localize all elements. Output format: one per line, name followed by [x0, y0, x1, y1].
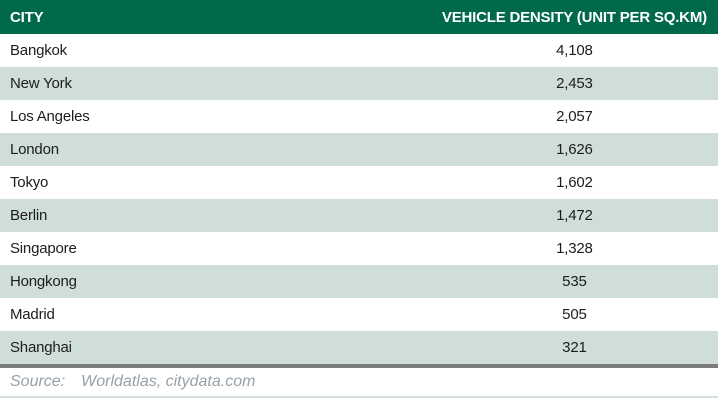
source-note: Source: Worldatlas, citydata.com — [0, 368, 718, 396]
density-cell: 321 — [562, 339, 587, 356]
table-row: Hongkong 535 — [0, 265, 718, 298]
source-text: Worldatlas, citydata.com — [81, 373, 256, 390]
city-cell: Hongkong — [10, 273, 77, 290]
table-row: New York 2,453 — [0, 67, 718, 100]
density-cell: 535 — [562, 273, 587, 290]
city-cell: Madrid — [10, 306, 55, 323]
city-cell: New York — [10, 75, 72, 92]
table-row: Tokyo 1,602 — [0, 166, 718, 199]
density-cell: 2,057 — [556, 108, 593, 125]
table-row: Shanghai 321 — [0, 331, 718, 364]
density-cell: 4,108 — [556, 42, 593, 59]
table-header-row: CITY VEHICLE DENSITY (UNIT PER SQ.KM) — [0, 0, 718, 34]
column-header-density: VEHICLE DENSITY (UNIT PER SQ.KM) — [441, 8, 707, 26]
table-row: Bangkok 4,108 — [0, 34, 718, 67]
separator-line — [0, 364, 718, 368]
table-row: Los Angeles 2,057 — [0, 100, 718, 133]
density-cell: 1,328 — [556, 240, 593, 257]
density-cell: 1,472 — [556, 207, 593, 224]
table-row: Madrid 505 — [0, 298, 718, 331]
table-row: Berlin 1,472 — [0, 199, 718, 232]
city-cell: Los Angeles — [10, 108, 90, 125]
column-header-city: CITY — [10, 8, 44, 26]
table-row: Singapore 1,328 — [0, 232, 718, 265]
city-cell: Tokyo — [10, 174, 49, 191]
density-cell: 1,626 — [556, 141, 593, 158]
city-cell: Berlin — [10, 207, 48, 224]
density-cell: 505 — [562, 306, 587, 323]
table-row: London 1,626 — [0, 133, 718, 166]
city-cell: Shanghai — [10, 339, 72, 356]
table-body: Bangkok 4,108 New York 2,453 Los Angeles… — [0, 34, 718, 364]
density-cell: 1,602 — [556, 174, 593, 191]
city-cell: Singapore — [10, 240, 77, 257]
density-cell: 2,453 — [556, 75, 593, 92]
source-label: Source: — [10, 373, 66, 390]
city-cell: London — [10, 141, 59, 158]
bottom-border — [0, 396, 718, 398]
city-cell: Bangkok — [10, 42, 67, 59]
